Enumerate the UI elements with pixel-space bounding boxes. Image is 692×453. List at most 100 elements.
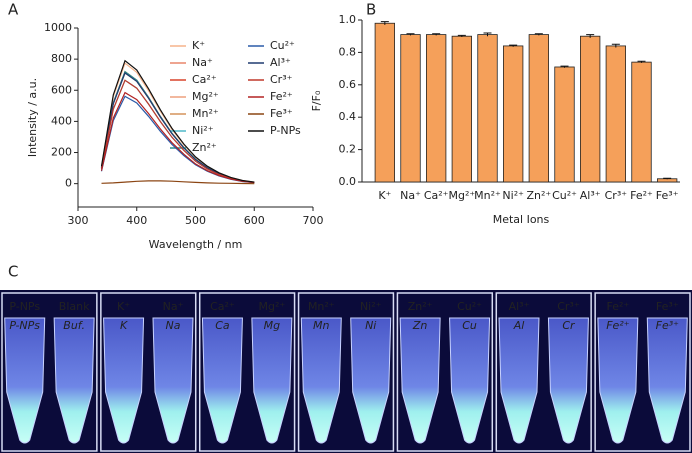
legend-label: Al³⁺ [270, 56, 291, 69]
tube-writing: Zn [412, 319, 428, 332]
frame [594, 292, 691, 452]
tube-writing: Buf. [63, 319, 85, 332]
y-tick-label: 600 [51, 83, 72, 96]
x-tick-label: Na⁺ [400, 189, 421, 202]
bar [554, 66, 575, 183]
x-tick-label: Ca²⁺ [424, 189, 449, 202]
bar [580, 35, 601, 183]
frame [1, 292, 98, 452]
tube-label: Al³⁺ [509, 300, 530, 313]
x-axis-label: Wavelength / nm [149, 238, 243, 251]
tube [53, 317, 95, 444]
x-tick-label: 300 [68, 214, 89, 227]
line-series [100, 95, 255, 184]
error-bar [663, 177, 672, 180]
line-series [100, 70, 255, 183]
bar [374, 22, 395, 183]
legend-label: K⁺ [192, 39, 205, 52]
tube-label: Na⁺ [163, 300, 184, 313]
tube-label: Ni²⁺ [360, 300, 382, 313]
error-bar [457, 34, 466, 38]
legend-label: P-NPs [270, 124, 301, 137]
x-axis-label: Metal Ions [493, 213, 550, 226]
legend-label: Fe³⁺ [270, 107, 293, 120]
bar [477, 34, 498, 183]
frame [396, 292, 494, 452]
line-series [100, 72, 255, 183]
tube-writing: K [120, 319, 128, 332]
legend-label: Mg²⁺ [192, 90, 219, 103]
bar [503, 45, 524, 183]
tube [152, 317, 194, 444]
y-tick-label: 200 [51, 146, 72, 159]
legend-label: Zn²⁺ [192, 141, 217, 154]
error-bar [560, 65, 569, 68]
x-tick-label: Mg²⁺ [448, 189, 475, 202]
legend-label: Mn²⁺ [192, 107, 219, 120]
x-tick-label: 400 [126, 214, 147, 227]
y-tick-label: 1.0 [339, 13, 357, 26]
tube-label: Fe²⁺ [606, 300, 629, 313]
y-axis-label: Intensity / a.u. [26, 78, 39, 157]
panel-label: A [8, 1, 19, 19]
error-bar [509, 44, 518, 47]
tube [4, 317, 46, 444]
line-series [100, 79, 255, 183]
y-tick-label: 0.0 [339, 175, 357, 188]
error-bar [637, 60, 646, 63]
tube-writing: Cr [562, 319, 576, 332]
x-tick-label: Al³⁺ [580, 189, 601, 202]
tube-label: Blank [59, 300, 90, 313]
frame [100, 292, 197, 452]
x-tick-label: Ni²⁺ [502, 189, 524, 202]
tube [597, 317, 639, 444]
tube-label: K⁺ [117, 300, 130, 313]
tube-label: Fe³⁺ [656, 300, 679, 313]
tube-writing: Fe³⁺ [656, 319, 680, 332]
x-tick-label: Zn²⁺ [526, 189, 551, 202]
tube [350, 317, 392, 444]
tube-label: Mn²⁺ [308, 300, 335, 313]
legend-label: Fe²⁺ [270, 90, 293, 103]
y-tick-label: 800 [51, 52, 72, 65]
tube-writing: Al [513, 319, 525, 332]
legend-label: Ca²⁺ [192, 73, 217, 86]
x-tick-label: 600 [244, 214, 265, 227]
tube [498, 317, 540, 444]
bar [528, 34, 549, 183]
bar [605, 45, 626, 183]
y-tick-label: 400 [51, 114, 72, 127]
x-tick-label: Mn²⁺ [474, 189, 501, 202]
tube-writing: Ca [215, 319, 230, 332]
tube [201, 317, 243, 444]
x-tick-label: K⁺ [378, 189, 391, 202]
line-series [100, 70, 255, 183]
tube-label: Zn²⁺ [408, 300, 433, 313]
x-tick-label: Fe³⁺ [656, 189, 679, 202]
line-series [101, 180, 255, 185]
y-tick-label: 0.2 [339, 143, 357, 156]
legend-label: Ni²⁺ [192, 124, 214, 137]
tube-writing: Ni [365, 319, 376, 332]
tube [251, 317, 293, 444]
legend-label: Cu²⁺ [270, 39, 295, 52]
tube-label: Mg²⁺ [259, 300, 286, 313]
x-tick-label: Cr³⁺ [605, 189, 628, 202]
legend-label: Cr³⁺ [270, 73, 293, 86]
error-bar [586, 34, 595, 38]
error-bar [380, 21, 389, 25]
tube-writing: Mn [313, 319, 329, 332]
line-series [100, 70, 255, 183]
photo-background [0, 290, 692, 453]
line-series [100, 70, 255, 183]
y-tick-label: 0 [65, 177, 72, 190]
tube-writing: Cu [462, 319, 477, 332]
tube-writing: Na [166, 319, 181, 332]
tube-label: P-NPs [9, 300, 40, 313]
error-bar [432, 33, 441, 36]
frame [198, 292, 296, 452]
frame [297, 292, 395, 452]
panel-label: C [8, 263, 18, 281]
frame [495, 292, 592, 452]
bar [451, 35, 472, 183]
